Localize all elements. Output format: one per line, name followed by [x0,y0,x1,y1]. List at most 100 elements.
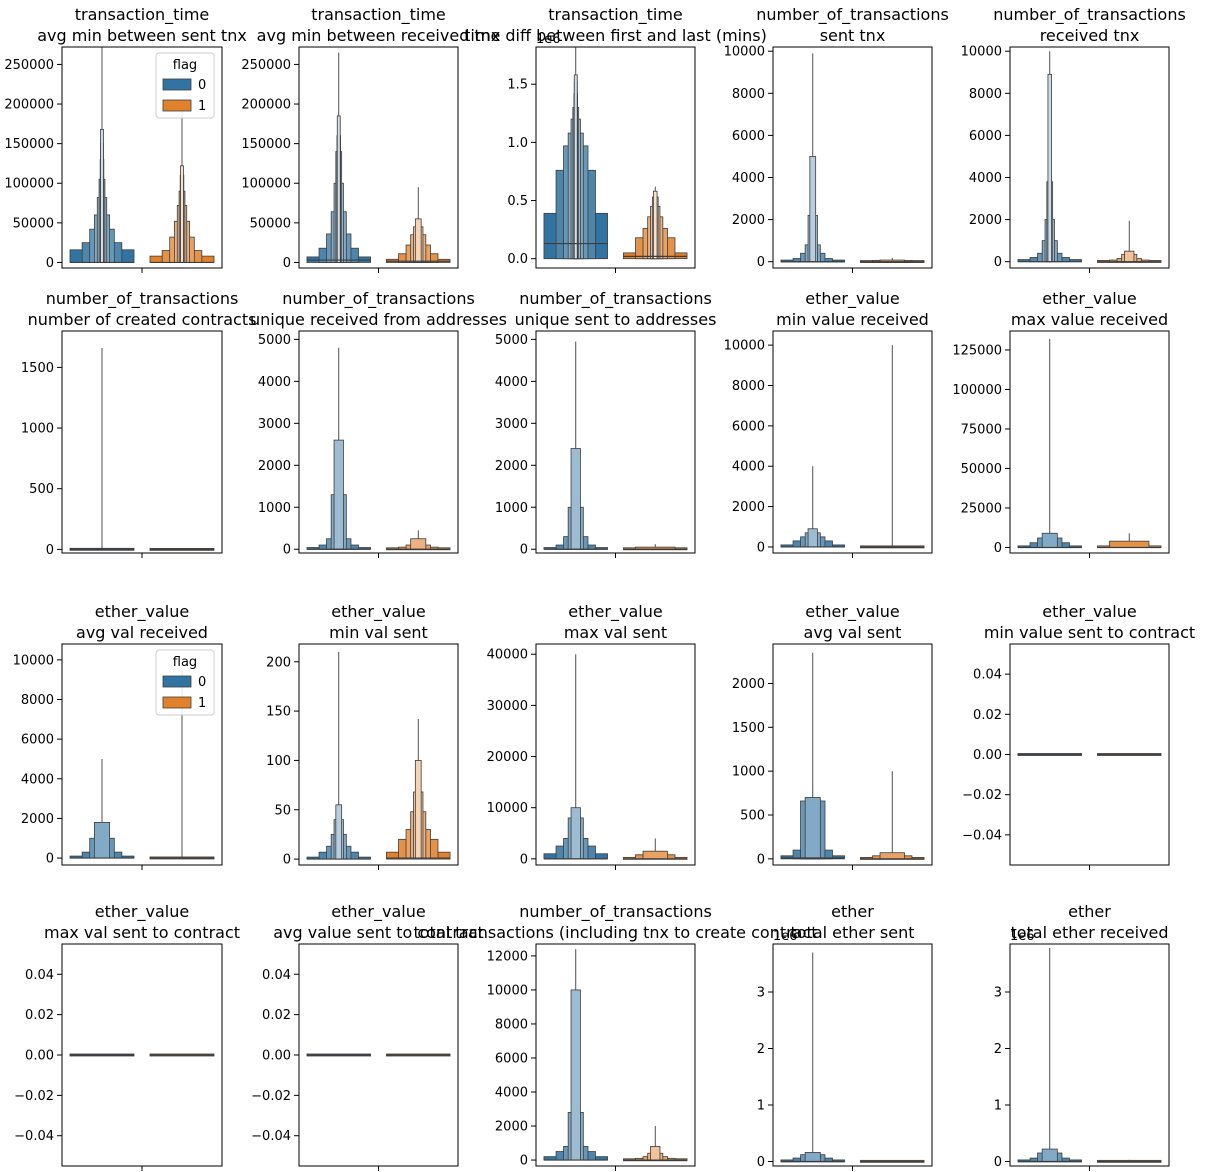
y-tick-label: 50000 [13,216,54,231]
y-tick-label: 2000 [21,812,54,827]
boxen-level [804,1152,821,1162]
subplot-title-line: ether_value [1042,602,1136,622]
y-tick-label: 25000 [961,501,1002,516]
y-tick-label: 1500 [21,361,54,376]
series-flag-0 [543,341,608,550]
y-tick-label: 2 [757,1042,765,1057]
y-tick-label: 4000 [732,171,765,186]
subplot-title-line: ether_value [95,902,189,922]
boxen-level [570,807,581,860]
axes-frame [772,46,933,269]
series-flag-0 [306,52,371,263]
y-tick-label: 125000 [952,343,1002,358]
series-flag-1 [623,838,688,860]
y-tick-label: 1.0 [507,136,528,151]
subplot-title-line: sent tnx [820,26,886,45]
series-flag-1 [386,718,451,860]
subplot-title-line: max value received [1011,310,1168,329]
y-tick-label: 0 [757,1155,765,1170]
boxen-level [809,156,817,263]
boxen-level [570,989,581,1161]
y-tick-label: 2000 [495,459,528,474]
y-tick-label: 0 [283,853,291,868]
y-tick-label: −0.02 [14,1089,54,1104]
y-tick-label: −0.02 [251,1089,291,1104]
boxen-level [1041,1148,1058,1162]
y-tick-label: 10000 [13,653,54,668]
y-tick-label: 0 [46,543,54,558]
y-tick-label: 75000 [961,422,1002,437]
y-tick-label: 0.00 [262,1049,291,1064]
legend-swatch [162,99,192,112]
subplot-title-line: ether_value [568,602,662,622]
legend-swatch [162,696,192,709]
y-tick-label: 150000 [241,137,291,152]
boxen-level [1047,73,1052,263]
series-flag-0 [1017,51,1082,263]
y-tick-label: 10000 [724,45,765,60]
axes-frame [1009,330,1170,554]
y-tick-label: −0.04 [962,828,1002,843]
series-flag-0 [306,347,371,550]
y-tick-label: 2 [994,1042,1002,1057]
y-tick-label: 0 [757,540,765,555]
boxen-level [573,74,578,260]
subplot-title-line: transaction_time [311,5,446,25]
y-tick-label: 0.04 [973,668,1002,683]
series-flag-1 [860,771,925,860]
axes-frame [535,46,696,269]
series-flag-1 [1097,1159,1162,1163]
y-tick-label: 0.02 [25,1008,54,1023]
subplot-title-line: number_of_transactions [46,289,239,309]
axes-frame [1009,643,1170,866]
y-tick-label: 8000 [732,87,765,102]
y-tick-label: 100000 [241,177,291,192]
y-tick-label: 200 [266,655,291,670]
subplot-title-line: ether_value [331,602,425,622]
subplot-title-line: ether_value [331,902,425,922]
subplot-title-line: unique received from addresses [250,310,507,329]
subplot-title-line: number of created contracts [28,310,257,329]
y-tick-label: 0.00 [25,1049,54,1064]
y-tick-label: 4000 [495,1086,528,1101]
axis-offset-label: 1e6 [1010,929,1035,944]
y-tick-label: 0 [520,852,528,867]
subplot-title-line: ether_value [95,602,189,622]
axes-frame [61,46,223,269]
axes-frame [298,943,459,1167]
legend-title: flag [173,58,197,73]
y-tick-label: 8000 [732,379,765,394]
series-flag-1 [386,187,451,263]
subplot-title-line: total ether received [1010,923,1168,942]
y-tick-label: 2000 [732,500,765,515]
subplot-title-line: number_of_transactions [519,289,712,309]
y-tick-label: 0 [757,852,765,867]
subplot-title-line: ether [831,902,874,921]
y-tick-label: 0 [46,256,54,271]
subplot-title-line: total transactions (including tnx to cre… [413,923,817,942]
legend-label: 1 [198,99,206,114]
boxen-level [1041,532,1058,548]
subplot-title-line: transaction_time [548,5,683,25]
subplot-title-line: ether_value [805,602,899,622]
legend-label: 1 [198,696,206,711]
boxen-level [414,760,422,860]
y-tick-label: −0.04 [251,1129,291,1144]
y-tick-label: 6000 [969,129,1002,144]
subplot-title-line: number_of_transactions [282,289,475,309]
y-tick-label: 1 [757,1098,765,1113]
y-tick-label: 4000 [969,171,1002,186]
legend-label: 0 [198,78,206,93]
boxen-level [93,821,111,859]
y-tick-label: 0 [994,255,1002,270]
y-tick-label: 0 [283,543,291,558]
subplot-title-line: avg value sent to contract [273,923,484,942]
axes-frame [298,330,459,554]
y-tick-label: 2000 [495,1120,528,1135]
axes-frame [61,330,223,554]
y-tick-label: 8000 [495,1017,528,1032]
